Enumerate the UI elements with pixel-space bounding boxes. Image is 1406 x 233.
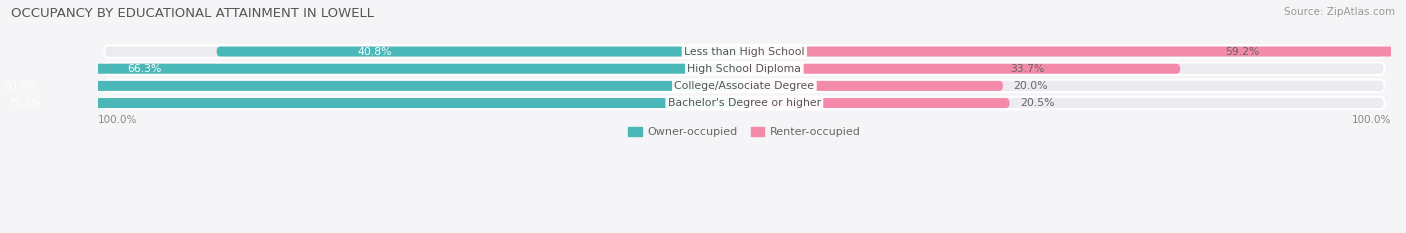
Text: 20.5%: 20.5% — [1019, 98, 1054, 108]
FancyBboxPatch shape — [0, 81, 744, 91]
Text: 79.5%: 79.5% — [7, 98, 42, 108]
FancyBboxPatch shape — [744, 47, 1406, 57]
FancyBboxPatch shape — [217, 47, 744, 57]
Text: 66.3%: 66.3% — [127, 64, 162, 74]
Text: 33.7%: 33.7% — [1011, 64, 1045, 74]
FancyBboxPatch shape — [744, 81, 1002, 91]
Text: Less than High School: Less than High School — [685, 47, 804, 57]
Text: 40.8%: 40.8% — [357, 47, 392, 57]
Text: Bachelor's Degree or higher: Bachelor's Degree or higher — [668, 98, 821, 108]
FancyBboxPatch shape — [744, 64, 1180, 74]
Text: Source: ZipAtlas.com: Source: ZipAtlas.com — [1284, 7, 1395, 17]
Text: OCCUPANCY BY EDUCATIONAL ATTAINMENT IN LOWELL: OCCUPANCY BY EDUCATIONAL ATTAINMENT IN L… — [11, 7, 374, 20]
Text: College/Associate Degree: College/Associate Degree — [675, 81, 814, 91]
FancyBboxPatch shape — [104, 80, 1385, 92]
Text: 20.0%: 20.0% — [1014, 81, 1047, 91]
Text: 100.0%: 100.0% — [1351, 115, 1391, 125]
FancyBboxPatch shape — [744, 98, 1010, 108]
FancyBboxPatch shape — [104, 45, 1385, 58]
FancyBboxPatch shape — [104, 97, 1385, 109]
Text: 59.2%: 59.2% — [1225, 47, 1260, 57]
Text: 80.0%: 80.0% — [3, 81, 38, 91]
Text: High School Diploma: High School Diploma — [688, 64, 801, 74]
Legend: Owner-occupied, Renter-occupied: Owner-occupied, Renter-occupied — [624, 123, 865, 142]
FancyBboxPatch shape — [104, 62, 1385, 75]
FancyBboxPatch shape — [0, 64, 744, 74]
Text: 100.0%: 100.0% — [97, 115, 136, 125]
FancyBboxPatch shape — [0, 98, 744, 108]
